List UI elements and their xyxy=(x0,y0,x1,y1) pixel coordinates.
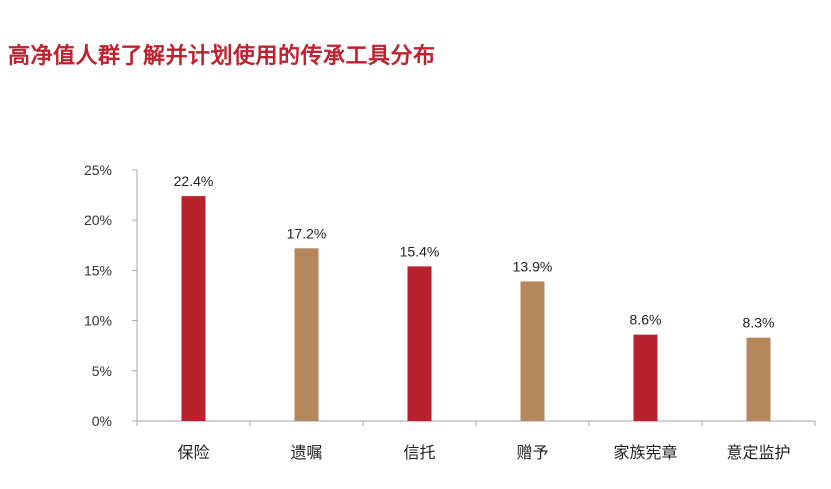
data-label: 13.9% xyxy=(513,258,553,274)
bar xyxy=(633,334,658,421)
bar xyxy=(746,337,771,421)
data-label: 15.4% xyxy=(400,243,440,259)
data-label: 17.2% xyxy=(287,225,327,241)
category-label: 意定监护 xyxy=(726,443,790,462)
category-labels: 保险 遗嘱 信托 赠予 家族宪章 意定监护 xyxy=(177,443,790,462)
bar xyxy=(407,266,432,421)
data-label: 22.4% xyxy=(174,173,214,189)
data-label: 8.3% xyxy=(743,315,775,331)
chart-title: 高净值人群了解并计划使用的传承工具分布 xyxy=(8,44,436,69)
y-tick-label: 20% xyxy=(84,212,112,228)
data-labels: 22.4% 17.2% 15.4% 13.9% 8.6% 8.3% xyxy=(174,173,775,331)
bar xyxy=(181,196,206,421)
y-tick-label: 10% xyxy=(84,313,112,329)
data-label: 8.6% xyxy=(630,312,662,328)
y-tick-label: 5% xyxy=(92,363,112,379)
bar xyxy=(294,248,319,421)
category-label: 家族宪章 xyxy=(613,443,677,462)
bar xyxy=(520,281,545,421)
x-axis xyxy=(136,420,816,426)
y-tick-label: 0% xyxy=(92,413,112,429)
y-tick-label: 25% xyxy=(84,162,112,178)
y-axis: 0% 5% 10% 15% 20% 25% xyxy=(84,162,138,429)
category-label: 保险 xyxy=(177,443,209,462)
category-label: 遗嘱 xyxy=(290,443,322,462)
category-label: 赠予 xyxy=(516,443,548,462)
bars xyxy=(181,196,771,421)
y-tick-label: 15% xyxy=(84,262,112,278)
category-label: 信托 xyxy=(403,443,435,462)
